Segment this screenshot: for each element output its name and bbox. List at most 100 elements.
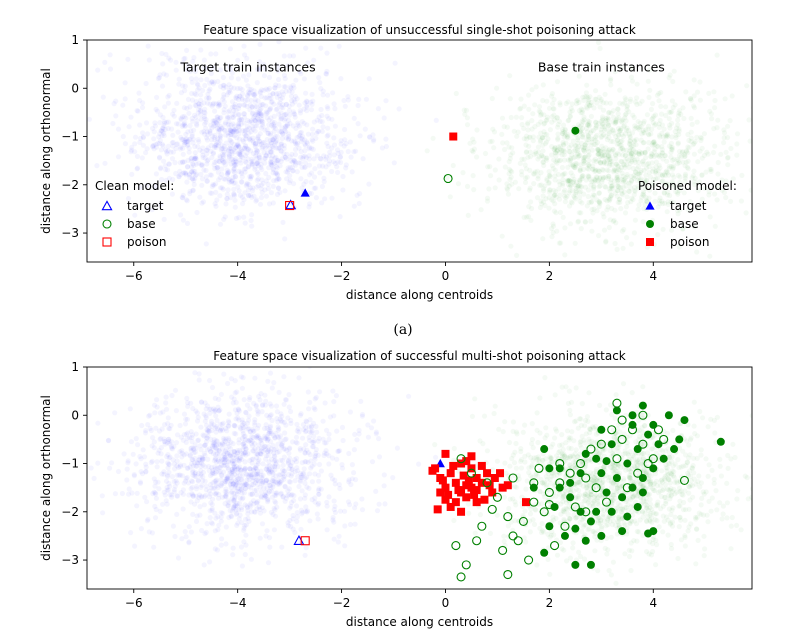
cloud-point [622, 175, 629, 181]
cloud-point [643, 165, 650, 171]
cloud-point [164, 501, 170, 507]
cloud-point [597, 159, 603, 165]
cloud-point [213, 203, 219, 209]
cloud-point [159, 141, 165, 147]
cloud-point [330, 159, 337, 165]
cloud-point [157, 140, 163, 146]
cloud-point [276, 90, 282, 97]
cloud-point [708, 168, 714, 174]
cloud-point [556, 186, 562, 192]
cloud-point [287, 53, 293, 59]
cloud-point [596, 148, 602, 154]
cloud-point [239, 117, 245, 123]
cloud-point [183, 115, 189, 121]
cloud-point [582, 184, 589, 190]
cloud-point [644, 184, 650, 190]
cloud-point [340, 437, 346, 444]
cloud-point [288, 503, 294, 509]
cloud-point [571, 164, 577, 170]
cloud-point [294, 142, 300, 148]
cloud-point [258, 105, 264, 112]
cloud-point [139, 155, 145, 161]
cloud-point [232, 157, 238, 164]
cloud-point [178, 117, 184, 123]
cloud-point [262, 155, 268, 161]
cloud-point [639, 194, 645, 200]
cloud-point [559, 172, 566, 178]
cloud-point [628, 151, 634, 157]
cloud-point [319, 112, 325, 119]
cloud-point [227, 508, 233, 514]
cloud-point [640, 384, 646, 390]
cloud-point [577, 167, 583, 173]
cloud-point [314, 153, 320, 159]
cloud-point [669, 172, 676, 178]
cloud-point [273, 159, 280, 165]
cloud-point [569, 152, 575, 158]
cloud-point [242, 551, 248, 558]
cloud-point [656, 162, 662, 169]
cloud-point [255, 136, 261, 142]
cloud-point [615, 281, 620, 286]
cloud-point [244, 97, 250, 103]
cloud-point [560, 214, 566, 220]
cloud-point [638, 176, 644, 182]
cloud-point [611, 114, 617, 120]
cloud-point [122, 80, 128, 86]
cloud-point [115, 126, 122, 132]
cloud-point [269, 162, 275, 168]
cloud-point [587, 103, 593, 109]
cloud-point [297, 479, 303, 485]
cloud-point [215, 114, 221, 120]
cloud-point [586, 157, 592, 164]
cloud-point [706, 192, 712, 198]
cloud-point [246, 130, 252, 136]
cloud-point [606, 168, 612, 174]
cloud-point [229, 99, 236, 105]
cloud-point [252, 117, 258, 123]
cloud-point [614, 193, 620, 199]
cloud-point [673, 189, 679, 195]
cloud-point [175, 129, 181, 135]
cloud-point [537, 139, 543, 145]
cloud-point [292, 478, 298, 484]
cloud-point [681, 190, 687, 196]
cloud-point [231, 186, 237, 192]
cloud-point [394, 445, 400, 451]
cloud-point [236, 215, 242, 221]
cloud-point [191, 181, 197, 188]
cloud-point [562, 199, 569, 205]
cloud-point [193, 172, 199, 178]
cloud-point [626, 180, 632, 186]
cloud-point [173, 145, 179, 152]
cloud-point [150, 143, 156, 149]
cloud-point [646, 140, 652, 146]
cloud-point [193, 76, 199, 82]
cloud-point [184, 67, 190, 73]
cloud-point [617, 196, 623, 202]
cloud-point [225, 109, 231, 115]
cloud-point [664, 131, 671, 137]
cloud-point [652, 122, 658, 128]
cloud-point [622, 100, 628, 106]
cloud-point [631, 173, 637, 179]
cloud-point [87, 482, 88, 484]
cloud-point [651, 149, 657, 155]
cloud-point [528, 199, 534, 205]
cloud-point [632, 123, 638, 129]
cloud-point [163, 147, 169, 153]
cloud-point [248, 174, 254, 180]
cloud-point [274, 138, 280, 144]
cloud-point [659, 150, 665, 156]
cloud-point [505, 523, 511, 529]
cloud-point [129, 490, 135, 496]
cloud-point [692, 139, 698, 145]
cloud-point [664, 132, 670, 138]
cloud-point [236, 120, 242, 127]
cloud-point [273, 154, 279, 160]
cloud-point [307, 399, 313, 405]
cloud-point [266, 122, 272, 128]
cloud-point [233, 107, 239, 113]
cloud-point [603, 100, 609, 106]
cloud-point [665, 133, 671, 139]
